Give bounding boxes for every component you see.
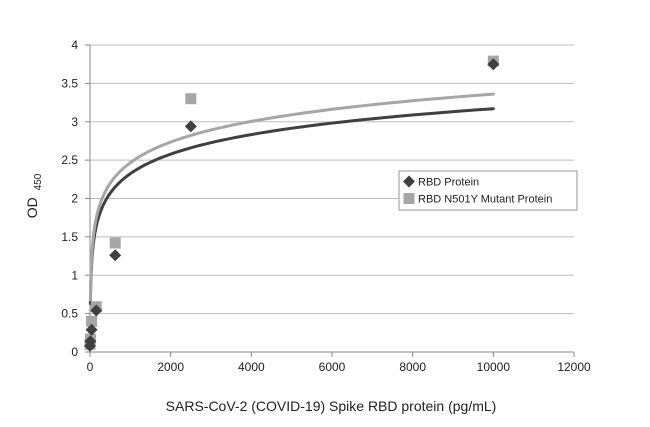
legend-label-rbd-n501y: RBD N501Y Mutant Protein xyxy=(418,194,552,206)
x-axis-title: SARS-CoV-2 (COVID-19) Spike RBD protein … xyxy=(166,398,497,414)
y-tick-label: 3.5 xyxy=(61,76,78,90)
x-tick-label: 2000 xyxy=(157,360,184,374)
data-point-rbd xyxy=(90,304,103,317)
data-point-rbd xyxy=(184,120,197,133)
y-tick-label: 2.5 xyxy=(61,153,78,167)
legend-label-rbd: RBD Protein xyxy=(418,177,479,189)
x-tick-label: 10000 xyxy=(477,360,511,374)
y-tick-label: 4 xyxy=(71,38,78,52)
x-tick-label: 6000 xyxy=(319,360,346,374)
y-tick-label: 1 xyxy=(71,268,78,282)
y-tick-label: 1.5 xyxy=(61,230,78,244)
y-tick-label: 3 xyxy=(71,115,78,129)
x-tick-label: 4000 xyxy=(238,360,265,374)
x-tick-label: 12000 xyxy=(557,360,591,374)
tick-labels: 0 2000 4000 6000 8000 10000 12000 0 0.5 1 1.5 2 2.5 3… xyxy=(61,38,591,374)
x-tick-label: 0 xyxy=(87,360,94,374)
legend-markers xyxy=(403,175,415,204)
data-point-rbd-n501y xyxy=(109,237,121,249)
trendline-rbd-n501y xyxy=(88,92,495,302)
svg-text:OD 450: OD 450 xyxy=(24,173,44,218)
data-point-rbd xyxy=(487,58,500,71)
data-points xyxy=(84,55,500,352)
data-point-rbd xyxy=(84,335,97,348)
data-point-rbd xyxy=(85,323,98,336)
legend: RBD Protein RBD N501Y Mutant Protein xyxy=(398,170,578,211)
legend-marker-rbd-n501y xyxy=(403,193,415,204)
x-tick-label: 8000 xyxy=(399,360,426,374)
y-axis-title: OD 450 xyxy=(24,173,44,218)
y-tick-label: 0.5 xyxy=(61,307,78,321)
data-point-rbd xyxy=(109,249,122,262)
data-point-rbd-n501y xyxy=(185,93,197,105)
legend-marker-rbd xyxy=(403,175,415,188)
legend-box xyxy=(398,170,578,211)
y-tick-label: 2 xyxy=(71,192,78,206)
y-axis-title-subscript: 450 xyxy=(33,173,44,190)
y-axis-title-main: OD xyxy=(24,197,40,218)
trendlines xyxy=(88,92,495,306)
data-point-rbd-n501y xyxy=(86,315,98,327)
y-tick-label: 0 xyxy=(71,345,78,359)
